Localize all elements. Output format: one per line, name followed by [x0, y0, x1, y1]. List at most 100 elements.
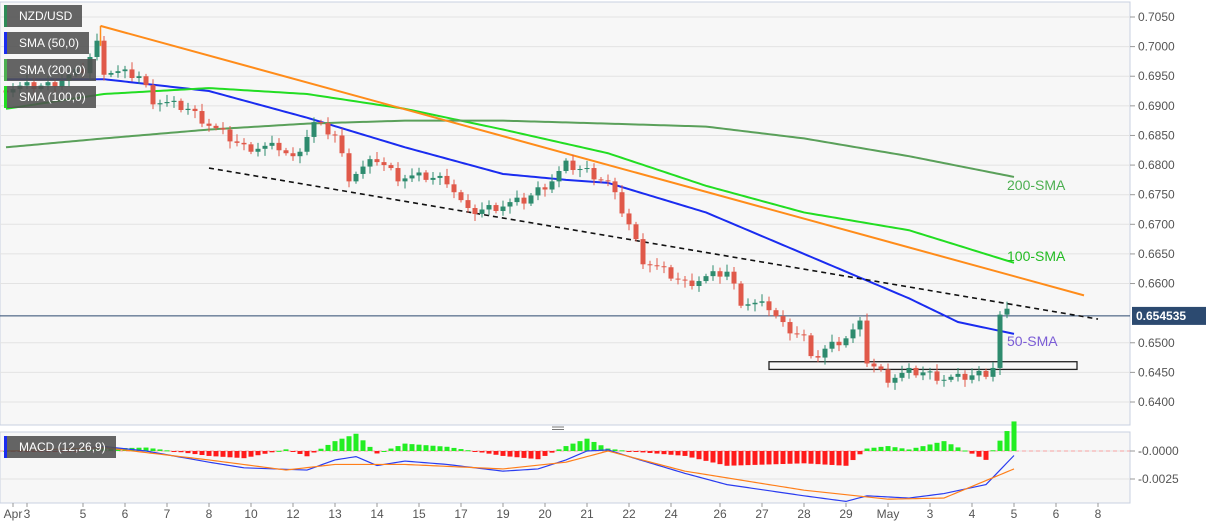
- candle-body: [255, 148, 261, 152]
- x-tick-label: 17: [454, 507, 468, 521]
- macd-histogram-bar: [332, 441, 338, 451]
- price-tick-label: 0.6750: [1138, 188, 1175, 202]
- candle-body: [360, 166, 366, 174]
- macd-histogram-bar: [815, 451, 821, 465]
- macd-histogram-bar: [920, 446, 926, 451]
- macd-histogram-bar: [185, 451, 191, 454]
- candle-body: [661, 266, 667, 268]
- candle-body: [717, 271, 723, 277]
- macd-histogram-bar: [829, 451, 835, 465]
- candle-body: [1004, 308, 1010, 315]
- candle-body: [801, 334, 807, 336]
- macd-histogram-bar: [486, 451, 492, 454]
- macd-histogram-bar: [451, 447, 457, 451]
- macd-histogram-bar: [892, 447, 898, 451]
- candle-body: [465, 200, 471, 209]
- candle-body: [710, 271, 716, 277]
- macd-histogram-bar: [374, 451, 380, 454]
- macd-histogram-bar: [934, 442, 940, 451]
- macd-histogram-bar: [493, 451, 499, 455]
- macd-histogram-bar: [164, 450, 170, 452]
- macd-histogram-bar: [689, 451, 695, 458]
- candle-body: [591, 168, 597, 180]
- candle-body: [738, 283, 744, 306]
- candle-body: [493, 205, 499, 211]
- candle-body: [885, 369, 891, 383]
- candle-body: [220, 128, 226, 130]
- x-tick-label: 19: [496, 507, 510, 521]
- x-tick-label: 21: [580, 507, 594, 521]
- macd-histogram-bar: [297, 451, 303, 454]
- x-tick-label: 5: [80, 507, 87, 521]
- macd-histogram-bar: [360, 440, 366, 451]
- macd-histogram-bar: [220, 451, 226, 457]
- candle-body: [703, 276, 709, 282]
- sma-label: 100-SMA: [1007, 248, 1066, 264]
- sma-label: 200-SMA: [1007, 177, 1066, 193]
- candle-body: [892, 377, 898, 383]
- macd-histogram-bar: [997, 440, 1003, 451]
- candle-body: [787, 322, 793, 334]
- price-tick-label: 0.6850: [1138, 128, 1175, 142]
- candle-body: [871, 363, 877, 367]
- macd-tick-label: -0.0025: [1138, 472, 1179, 486]
- candle-body: [332, 134, 338, 136]
- macd-histogram-bar: [563, 446, 569, 451]
- candle-body: [619, 192, 625, 214]
- candle-body: [983, 370, 989, 377]
- macd-histogram-bar: [199, 451, 205, 455]
- support-trendline-dashed: [208, 167, 1099, 320]
- candle-body: [507, 202, 513, 207]
- candle-body: [899, 372, 905, 378]
- x-tick-label: 12: [286, 507, 300, 521]
- x-tick-label: Apr: [4, 507, 23, 521]
- macd-histogram-bar: [388, 448, 394, 451]
- x-tick-label: 13: [328, 507, 342, 521]
- macd-histogram-bar: [696, 451, 702, 460]
- x-tick-label: 10: [244, 507, 258, 521]
- candle-body: [395, 168, 401, 182]
- macd-histogram-bar: [416, 444, 422, 451]
- macd-pane: [0, 431, 1131, 504]
- candle-body: [381, 162, 387, 166]
- macd-histogram-bar: [591, 441, 597, 451]
- macd-histogram-bar: [178, 451, 184, 453]
- macd-histogram-bar: [458, 449, 464, 451]
- macd-histogram-bar: [822, 451, 828, 465]
- macd-histogram-bar: [948, 444, 954, 451]
- x-tick-label: 3: [927, 507, 934, 521]
- price-tick-label: 0.6800: [1138, 158, 1175, 172]
- macd-histogram-bar: [794, 451, 800, 464]
- candle-body: [528, 195, 534, 204]
- macd-histogram-bar: [745, 451, 751, 466]
- candle-body: [353, 173, 359, 182]
- x-tick-label: 24: [664, 507, 678, 521]
- candle-body: [416, 172, 422, 176]
- candle-body: [304, 136, 310, 152]
- candle-body: [906, 367, 912, 373]
- macd-histogram-bar: [983, 451, 989, 460]
- macd-histogram-bar: [423, 445, 429, 451]
- candle-body: [339, 135, 345, 154]
- candle-body: [570, 160, 576, 171]
- candle-body: [864, 320, 870, 364]
- macd-histogram-bar: [430, 445, 436, 451]
- candle-body: [269, 142, 275, 146]
- x-tick-label: 27: [755, 507, 769, 521]
- candle-body: [24, 82, 30, 86]
- candle-body: [31, 82, 37, 90]
- sma-line-50-SMA: [6, 78, 1015, 335]
- x-tick-label: 20: [538, 507, 552, 521]
- candle-body: [185, 108, 191, 110]
- macd-histogram-bar: [325, 444, 331, 451]
- candle-body: [731, 271, 737, 284]
- candle-body: [178, 100, 184, 110]
- candle-body: [367, 159, 373, 167]
- candle-body: [248, 144, 254, 152]
- price-tick-label: 0.6600: [1138, 277, 1175, 291]
- candle-body: [808, 335, 814, 357]
- candle-body: [290, 153, 296, 157]
- macd-histogram-bar: [836, 451, 842, 466]
- macd-histogram-bar: [339, 438, 345, 451]
